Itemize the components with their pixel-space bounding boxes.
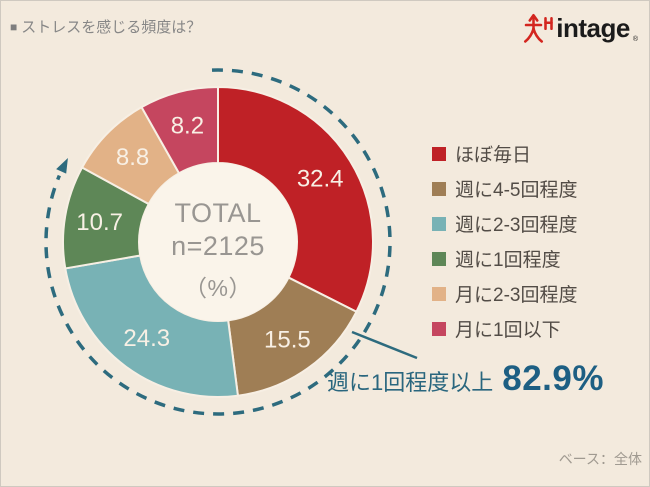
legend-label: ほぼ毎日 [455, 145, 532, 166]
legend-swatch-icon [432, 286, 446, 301]
legend-swatch-icon [432, 251, 446, 266]
square-bullet-icon: ■ [10, 19, 18, 34]
donut-center-label: TOTAL n=2125 （%） [118, 197, 318, 305]
slice-value-label-1: 15.5 [264, 326, 311, 353]
donut-hole [139, 163, 297, 321]
slice-value-label-3: 10.7 [76, 209, 123, 236]
legend-item-1: 週に4-5回程度 [432, 171, 577, 206]
slice-value-label-5: 8.2 [171, 112, 204, 139]
intage-logo-text: intage [556, 13, 630, 43]
slice-value-label-4: 8.8 [116, 144, 149, 171]
annotation-callout: 週に1回程度以上 82.9% [327, 359, 604, 399]
legend-label: 月に2-3回程度 [455, 285, 578, 306]
page-title-text: ストレスを感じる頻度は？ [21, 19, 202, 36]
center-unit-label: （%） [184, 275, 252, 301]
legend-label: 週に2-3回程度 [455, 215, 578, 236]
intage-logo-mark-icon [524, 13, 554, 43]
annotation-label: 週に1回程度以上 [327, 370, 494, 395]
page-title: ■ ストレスを感じる頻度は？ [10, 16, 201, 37]
coverage-arrow-head-icon [56, 157, 68, 174]
legend-label: 月に1回以下 [455, 320, 561, 341]
legend-item-2: 週に2-3回程度 [432, 206, 577, 241]
legend-item-3: 週に1回程度 [432, 241, 577, 276]
legend-item-0: ほぼ毎日 [432, 136, 577, 171]
annotation-value: 82.9% [502, 359, 604, 398]
center-sample-size: n=2125 [171, 231, 265, 261]
slice-value-label-2: 24.3 [123, 325, 170, 352]
legend-label: 週に1回程度 [455, 250, 561, 271]
intage-logo: intage ® [523, 10, 638, 46]
base-note: ベース：全体 [558, 451, 642, 467]
legend-item-4: 月に2-3回程度 [432, 276, 577, 311]
legend-swatch-icon [432, 321, 446, 336]
legend-swatch-icon [432, 146, 446, 161]
legend-swatch-icon [432, 216, 446, 231]
annotation-connector-line [351, 330, 418, 360]
slice-value-label-0: 32.4 [297, 166, 344, 193]
coverage-dashed-arc [44, 68, 392, 416]
registered-trademark-icon: ® [632, 36, 638, 43]
legend-label: 週に4-5回程度 [455, 180, 578, 201]
center-total-label: TOTAL [174, 198, 262, 228]
chart-legend: ほぼ毎日週に4-5回程度 週に2-3回程度 週に1回程度 月に2-3回程度 月に1回以下 [432, 136, 577, 346]
legend-item-5: 月に1回以下 [432, 311, 577, 346]
legend-swatch-icon [432, 181, 446, 196]
